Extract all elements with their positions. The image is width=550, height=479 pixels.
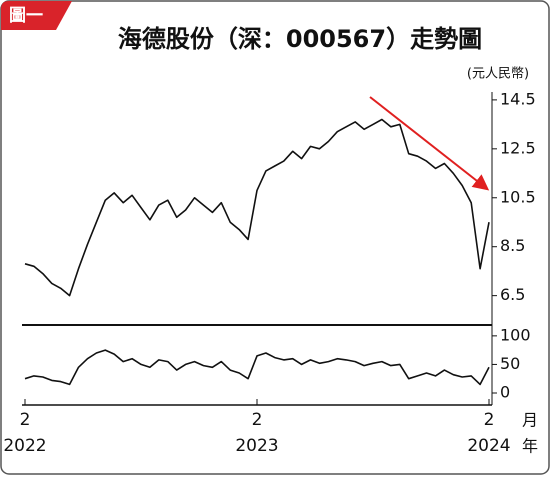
y-tick-label: 14.5 bbox=[500, 89, 536, 108]
y-tick-label: 6.5 bbox=[500, 285, 525, 304]
x-tick-label: 2 bbox=[484, 410, 495, 430]
badge-bg bbox=[1, 1, 72, 30]
y-tick-label: 100 bbox=[500, 325, 531, 344]
price-line bbox=[24, 118, 490, 297]
year-axis-label: 年 bbox=[522, 437, 538, 456]
y-tick-label: 10.5 bbox=[500, 187, 536, 206]
chart-title: 海德股份（深：000567）走勢圖 bbox=[118, 25, 482, 53]
x-tick-label: 2 bbox=[252, 410, 263, 430]
y-tick-label: 8.5 bbox=[500, 236, 525, 255]
y-tick-label: 0 bbox=[500, 383, 510, 402]
x-tick-label: 2 bbox=[20, 410, 31, 430]
year-label: 2023 bbox=[235, 436, 278, 456]
price-line bbox=[24, 349, 490, 386]
x-axis-label: 月 bbox=[522, 411, 538, 430]
y-axis-label: (元人民幣) bbox=[467, 67, 529, 82]
y-tick-label: 50 bbox=[500, 354, 520, 373]
y-tick-label: 12.5 bbox=[500, 138, 536, 157]
year-label: 2024 bbox=[467, 436, 510, 456]
year-label: 2022 bbox=[3, 436, 46, 456]
trend-arrow bbox=[369, 96, 490, 191]
badge: 圖一 bbox=[9, 6, 43, 26]
